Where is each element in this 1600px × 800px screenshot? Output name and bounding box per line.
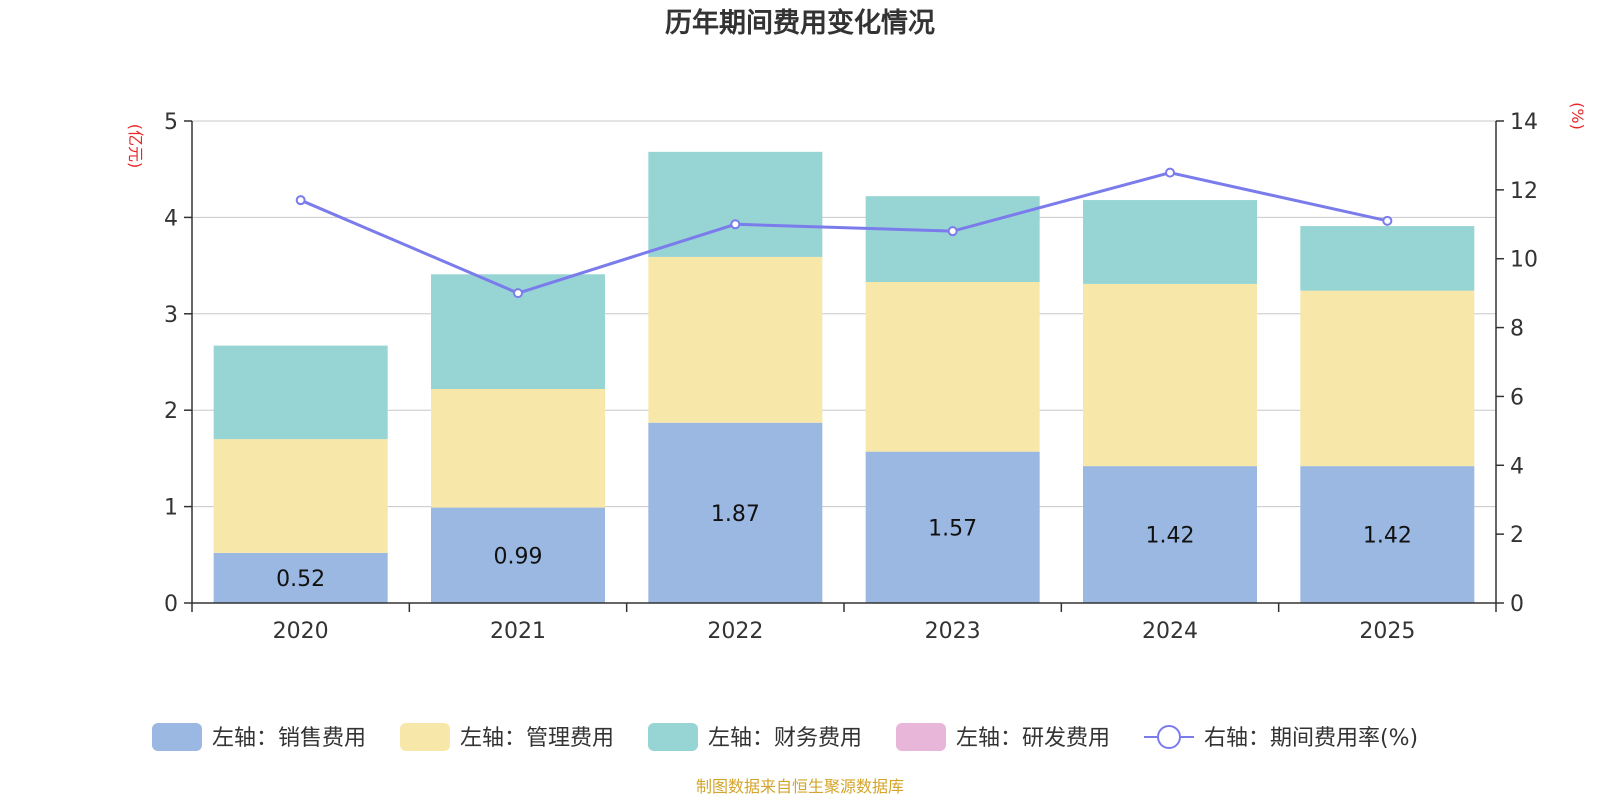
data-labels: 0.52 0.99 1.87 1.57 1.42 1.42: [276, 502, 1412, 592]
bar-segment: [431, 388, 605, 508]
bar-segment: [213, 345, 388, 440]
bar-value-label: 0.52: [276, 567, 325, 592]
left-tick-label: 0: [164, 592, 178, 617]
rate-point: [513, 288, 523, 299]
right-tick-label: 2: [1510, 523, 1524, 548]
rate-point: [1165, 167, 1175, 178]
bar-segment: [648, 151, 823, 257]
legend-swatch: [152, 723, 202, 751]
bar-segment: [1083, 466, 1257, 603]
bar-value-label: 0.99: [494, 544, 543, 569]
right-tick-label: 10: [1510, 248, 1538, 273]
right-tick-label: 14: [1510, 110, 1538, 135]
gridlines: [192, 120, 1496, 508]
rate-point: [947, 226, 958, 237]
source-note: 制图数据来自恒生聚源数据库: [696, 777, 904, 796]
x-tick-label: 2020: [273, 619, 329, 644]
bar-segment: [1300, 466, 1475, 603]
left-tick-label: 3: [164, 303, 178, 328]
legend-swatch: [896, 723, 946, 751]
legend-label: 右轴：期间费用率(%): [1204, 726, 1418, 751]
x-tick-label: 2025: [1359, 619, 1415, 644]
bar-segment: [865, 281, 1040, 452]
right-axis-unit: (%): [1568, 102, 1587, 130]
legend-swatch: [400, 723, 450, 751]
bar-segment: [865, 451, 1040, 603]
x-tick-label: 2024: [1142, 619, 1198, 644]
rate-point: [730, 219, 741, 230]
legend: 左轴：销售费用 左轴：管理费用 左轴：财务费用 左轴：研发费用 右轴：期间费用率(%): [152, 723, 1418, 751]
bar-segment: [213, 439, 388, 553]
right-tick-label: 12: [1510, 179, 1538, 204]
x-tick-label: 2021: [490, 619, 546, 644]
bar-segment: [1083, 283, 1257, 467]
rate-line: [300, 171, 1388, 295]
bar-value-label: 1.57: [928, 516, 977, 541]
bar-segment: [1083, 200, 1257, 284]
left-tick-label: 2: [164, 399, 178, 424]
bar-segment: [648, 256, 823, 423]
bar-value-label: 1.42: [1146, 524, 1195, 549]
bar-segment: [648, 422, 823, 603]
left-tick-label: 5: [164, 110, 178, 135]
bar-segment: [1300, 226, 1475, 291]
bar-segment: [213, 552, 388, 603]
bar-segment: [865, 196, 1040, 282]
right-tick-label: 6: [1510, 385, 1524, 410]
x-tick-label: 2023: [925, 619, 981, 644]
left-tick-label: 1: [164, 496, 178, 521]
left-tick-label: 4: [164, 206, 178, 231]
bar-value-label: 1.42: [1363, 524, 1412, 549]
legend-circle-swatch: [1157, 725, 1181, 749]
legend-swatch: [648, 723, 698, 751]
right-tick-label: 0: [1510, 592, 1524, 617]
left-axis-unit: (亿元): [126, 124, 145, 169]
bar-segment: [431, 507, 605, 603]
right-tick-label: 4: [1510, 454, 1524, 479]
right-tick-label: 8: [1510, 317, 1524, 342]
rate-point: [295, 195, 306, 206]
x-tick-label: 2022: [707, 619, 763, 644]
legend-label: 左轴：财务费用: [708, 726, 862, 751]
legend-label: 左轴：研发费用: [956, 726, 1110, 751]
bar-value-label: 1.87: [711, 502, 760, 527]
rate-point: [1382, 215, 1393, 226]
bar-segment: [1300, 290, 1475, 467]
rate-line-series: [295, 167, 1393, 299]
legend-label: 左轴：管理费用: [460, 726, 614, 751]
legend-label: 左轴：销售费用: [212, 726, 366, 751]
bar-series: [213, 151, 1475, 603]
chart-title: 历年期间费用变化情况: [665, 7, 935, 39]
